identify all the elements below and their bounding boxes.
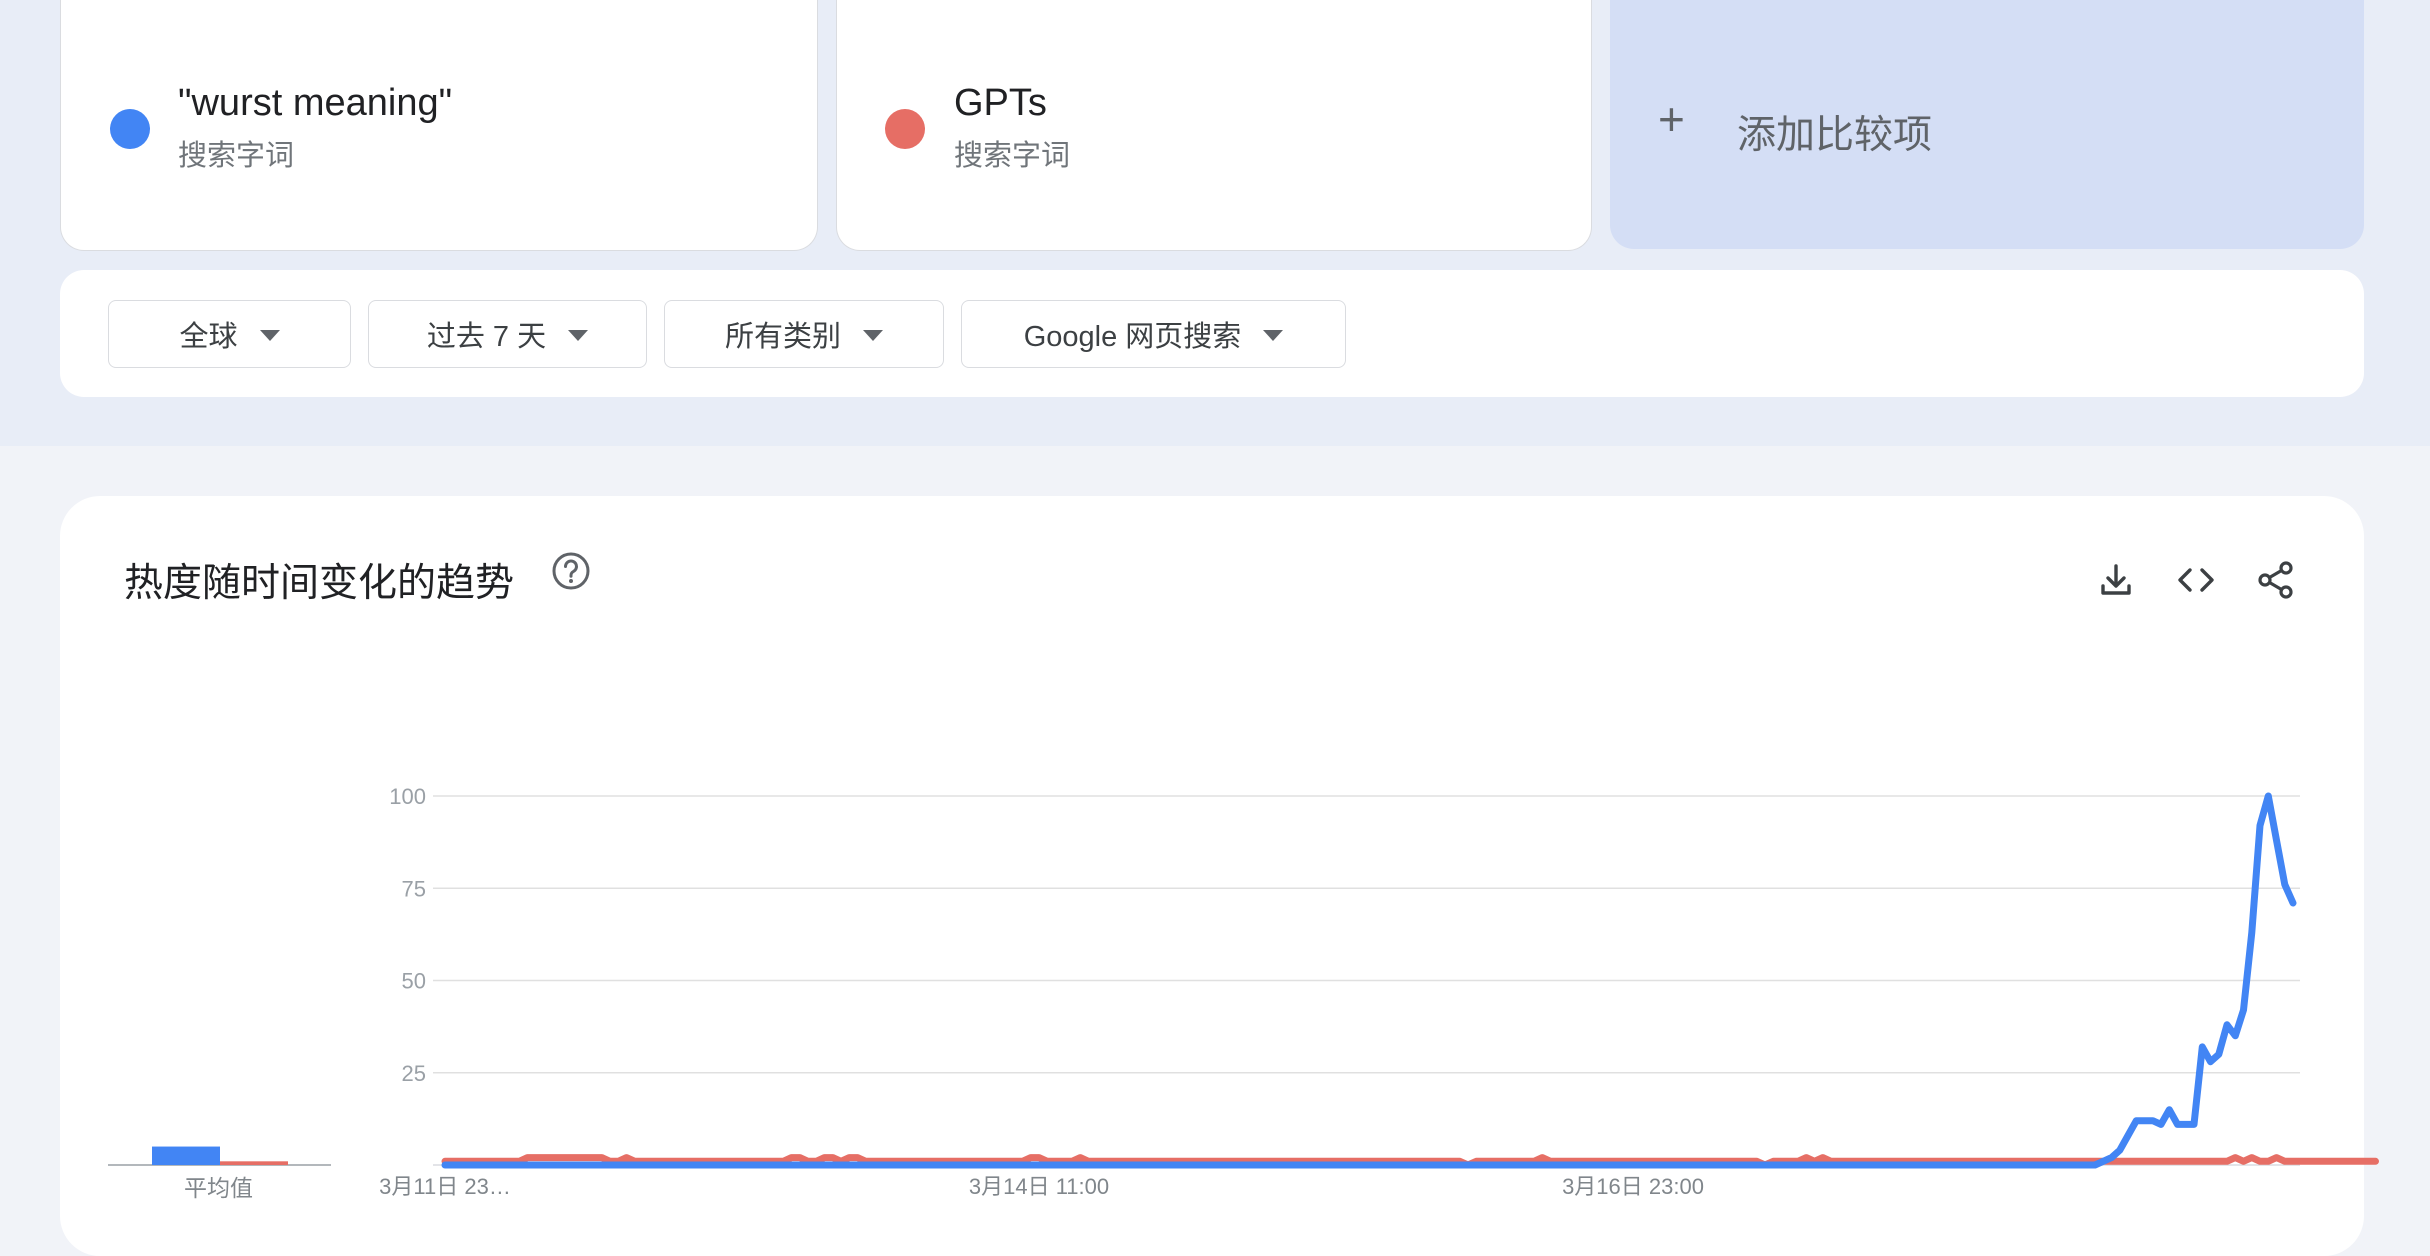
- average-bar: [220, 1161, 288, 1165]
- term-name: GPTs: [954, 82, 1047, 124]
- chart-gridlines: [433, 795, 2300, 1166]
- y-tick-label: 75: [402, 876, 426, 901]
- series-line: [441, 792, 2297, 1169]
- term-name: "wurst meaning": [178, 82, 453, 124]
- x-axis-ticks: 3月11日 23… 3月14日 11:00 3月16日 23:00: [379, 1174, 1704, 1199]
- term-type-label: 搜索字词: [954, 140, 1071, 172]
- dropdown-arrow-icon: [1263, 330, 1284, 341]
- term-type-label: 搜索字词: [178, 140, 295, 172]
- search-type-filter[interactable]: Google 网页搜索: [961, 300, 1346, 368]
- term-card-1[interactable]: "wurst meaning" 搜索字词: [60, 0, 818, 251]
- help-icon[interactable]: [551, 551, 591, 591]
- y-tick-label: 25: [402, 1061, 426, 1086]
- download-icon[interactable]: [2096, 560, 2136, 600]
- search-type-filter-label: Google 网页搜索: [1023, 321, 1242, 353]
- category-filter-label: 所有类别: [724, 321, 841, 353]
- add-comparison-button[interactable]: + 添加比较项: [1610, 0, 2364, 249]
- interest-over-time-card: 热度随时间变化的趋势: [60, 496, 2364, 1256]
- plus-icon: +: [1658, 93, 1685, 145]
- time-range-filter[interactable]: 过去 7 天: [368, 300, 647, 368]
- y-tick-label: 100: [389, 784, 426, 809]
- chart-series: [441, 792, 2379, 1169]
- chart-title: 热度随时间变化的趋势: [124, 562, 515, 605]
- trend-chart: 25 50 75 100 3月11日 23… 3月14日 11:00 3月16日 23:0…: [108, 784, 2379, 1199]
- dropdown-arrow-icon: [568, 330, 589, 341]
- y-tick-label: 50: [402, 969, 426, 994]
- x-tick-label: 3月14日 11:00: [969, 1174, 1109, 1199]
- term-color-dot: [110, 109, 150, 149]
- filter-bar: 全球 过去 7 天 所有类别 Google 网页搜索: [60, 270, 2364, 397]
- embed-code-icon[interactable]: [2176, 560, 2216, 600]
- dropdown-arrow-icon: [863, 330, 883, 341]
- average-bars: [108, 1146, 331, 1166]
- average-bar: [152, 1146, 220, 1165]
- category-filter[interactable]: 所有类别: [664, 300, 944, 368]
- average-label: 平均值: [184, 1175, 253, 1201]
- dropdown-arrow-icon: [259, 330, 280, 341]
- series-line: [441, 1154, 2379, 1169]
- region-filter-label: 全球: [179, 321, 238, 353]
- term-card-2[interactable]: GPTs 搜索字词: [836, 0, 1592, 251]
- x-tick-label: 3月16日 23:00: [1562, 1174, 1704, 1199]
- term-color-dot: [885, 109, 925, 149]
- y-axis-ticks: 25 50 75 100: [389, 784, 426, 1086]
- add-comparison-label: 添加比较项: [1737, 114, 1933, 157]
- share-icon[interactable]: [2256, 560, 2296, 600]
- time-range-filter-label: 过去 7 天: [426, 321, 547, 353]
- region-filter[interactable]: 全球: [108, 300, 351, 368]
- x-tick-label: 3月11日 23…: [379, 1174, 511, 1199]
